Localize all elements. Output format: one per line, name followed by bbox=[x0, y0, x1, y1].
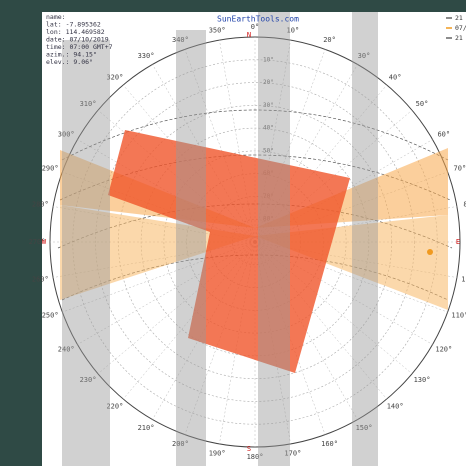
elevation-label: 50° bbox=[263, 147, 274, 154]
azimuth-label: 300° bbox=[58, 131, 75, 139]
azimuth-label: 290° bbox=[42, 164, 59, 172]
azimuth-label: 250° bbox=[42, 312, 59, 320]
elevation-label: 10° bbox=[263, 56, 274, 63]
legend-label: 21 Dec bbox=[455, 34, 466, 42]
elevation-label: 20° bbox=[263, 79, 274, 86]
strip bbox=[258, 12, 290, 466]
azimuth-label: 320° bbox=[106, 73, 123, 81]
strip bbox=[352, 12, 378, 466]
shadow-polygon bbox=[108, 130, 350, 373]
strip bbox=[62, 40, 110, 466]
cardinal-label: E bbox=[456, 238, 460, 246]
info-line: lat: -7.895362 bbox=[46, 21, 101, 29]
azimuth-label: 0° bbox=[251, 23, 259, 31]
strip bbox=[176, 30, 206, 466]
elevation-label: 40° bbox=[263, 125, 274, 132]
azimuth-label: 60° bbox=[437, 131, 450, 139]
azimuth-label: 170° bbox=[284, 450, 301, 458]
azimuth-label: 110° bbox=[451, 312, 466, 320]
azimuth-label: 120° bbox=[435, 346, 452, 354]
azimuth-label: 150° bbox=[356, 424, 373, 432]
azimuth-label: 80° bbox=[463, 201, 466, 209]
info-line: date: 07/10/2019 bbox=[46, 36, 109, 44]
azimuth-label: 260° bbox=[32, 275, 49, 283]
azimuth-label: 240° bbox=[58, 346, 75, 354]
legend-label: 07/10/2019 bbox=[455, 24, 466, 32]
artifact-strips bbox=[62, 12, 378, 466]
azimuth-label: 130° bbox=[414, 376, 431, 384]
azimuth-label: 70° bbox=[454, 164, 466, 172]
legend: 21 Jun 07/10/2019 21 Dec bbox=[446, 14, 466, 42]
azimuth-label: 100° bbox=[461, 275, 466, 283]
azimuth-label: 160° bbox=[321, 440, 338, 448]
cardinal-label: W bbox=[42, 238, 47, 246]
day-path bbox=[61, 109, 449, 161]
azimuth-label: 20° bbox=[323, 36, 336, 44]
azimuth-label: 140° bbox=[387, 403, 404, 411]
info-line: lon: 114.469582 bbox=[46, 28, 105, 36]
azimuth-label: 310° bbox=[80, 100, 97, 108]
azimuth-label: 30° bbox=[358, 52, 371, 60]
azimuth-label: 340° bbox=[172, 36, 189, 44]
azimuth-label: 330° bbox=[138, 52, 155, 60]
info-line: name: bbox=[46, 13, 66, 21]
legend-label: 21 Jun bbox=[455, 14, 466, 22]
azimuth-label: 230° bbox=[80, 376, 97, 384]
azimuth-label: 350° bbox=[209, 26, 226, 34]
azimuth-label: 10° bbox=[287, 26, 300, 34]
cardinal-label: N bbox=[247, 31, 251, 39]
elevation-label: 30° bbox=[263, 102, 274, 109]
azimuth-label: 210° bbox=[138, 424, 155, 432]
azimuth-label: 180° bbox=[247, 453, 264, 461]
azimuth-label: 50° bbox=[416, 100, 429, 108]
azimuth-label: 40° bbox=[389, 73, 402, 81]
sun-position bbox=[427, 249, 433, 255]
cardinal-label: S bbox=[247, 445, 251, 453]
info-line: elev.: 9.06° bbox=[46, 58, 93, 66]
azimuth-label: 190° bbox=[209, 450, 226, 458]
azimuth-label: 270° bbox=[29, 238, 46, 246]
azimuth-label: 200° bbox=[172, 440, 189, 448]
info-line: time: 07:00 GMT+7 bbox=[46, 43, 113, 51]
info-line: azim.: 94.15° bbox=[46, 51, 97, 59]
title: SunEarthTools.com bbox=[217, 15, 299, 24]
azimuth-label: 280° bbox=[32, 201, 49, 209]
azimuth-label: 220° bbox=[106, 403, 123, 411]
